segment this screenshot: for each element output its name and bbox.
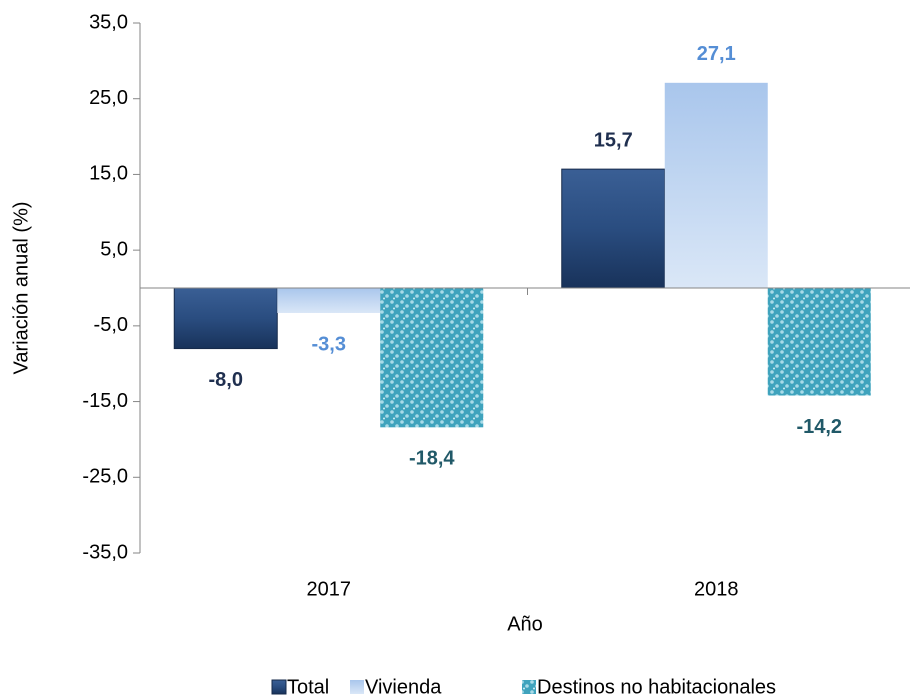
y-tick-label: 35,0 xyxy=(89,11,128,33)
y-tick-label: -15,0 xyxy=(82,390,128,412)
legend-swatch xyxy=(522,680,536,694)
bar xyxy=(173,287,278,350)
bar xyxy=(561,168,666,289)
value-label: -18,4 xyxy=(409,448,455,470)
x-tick-label: 2017 xyxy=(307,578,352,600)
y-tick-label: -25,0 xyxy=(82,466,128,488)
bar xyxy=(664,82,768,288)
value-label: 15,7 xyxy=(594,129,633,151)
bar xyxy=(277,288,381,313)
legend-swatch xyxy=(271,679,287,695)
y-tick-label: -5,0 xyxy=(94,314,128,336)
legend-label: Total xyxy=(287,676,329,698)
x-axis-title: Año xyxy=(507,613,543,635)
bar xyxy=(380,288,484,428)
value-label: -3,3 xyxy=(312,333,346,355)
y-tick-label: 25,0 xyxy=(89,87,128,109)
x-tick-label: 2018 xyxy=(694,578,739,600)
y-axis-title: Variación anual (%) xyxy=(10,201,32,374)
y-tick-label: 5,0 xyxy=(100,238,128,260)
legend-label: Vivienda xyxy=(365,676,442,698)
legend-swatch xyxy=(350,680,364,694)
value-label: -14,2 xyxy=(796,416,842,438)
y-tick-label: 15,0 xyxy=(89,163,128,185)
value-label: 27,1 xyxy=(697,43,736,65)
bar xyxy=(767,288,871,396)
y-tick-label: -35,0 xyxy=(82,541,128,563)
value-label: -8,0 xyxy=(209,369,243,391)
legend-label: Destinos no habitacionales xyxy=(537,676,776,698)
